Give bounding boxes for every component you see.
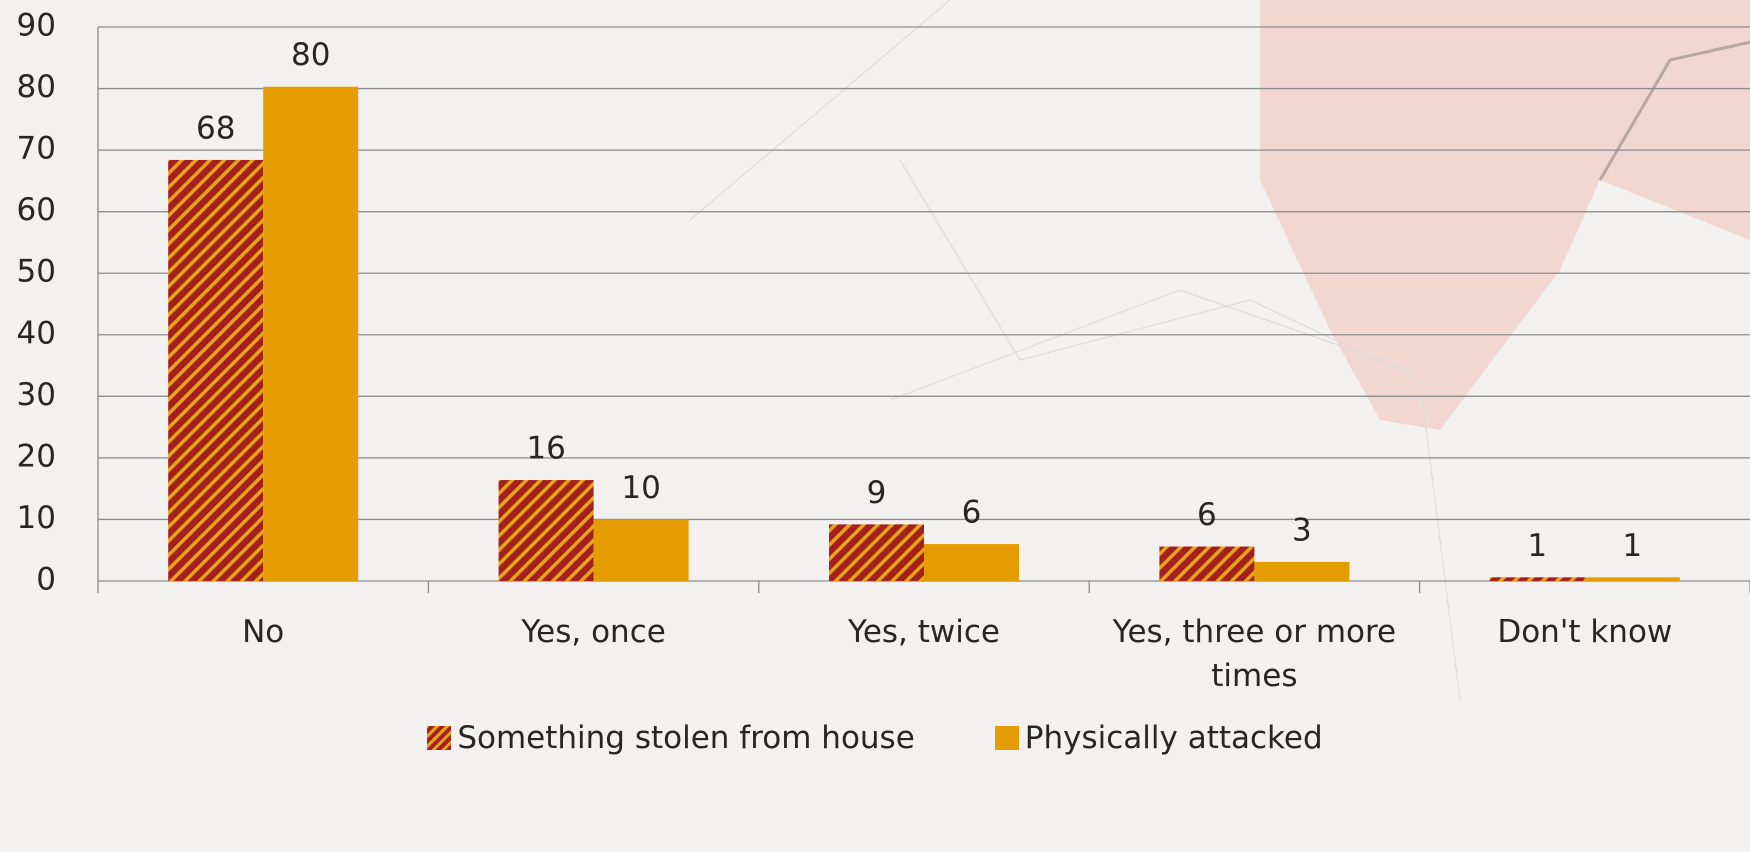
bar xyxy=(1489,577,1585,581)
y-tick-label: 0 xyxy=(36,562,56,598)
x-tick-label: Yes, three or more times xyxy=(1112,614,1397,694)
decoration xyxy=(689,0,1750,701)
x-tick-label: Yes, once xyxy=(521,614,666,650)
x-tick-label: No xyxy=(242,614,285,650)
y-tick-label: 10 xyxy=(17,500,56,536)
bar xyxy=(829,524,924,581)
legend-swatch xyxy=(427,726,452,750)
bar xyxy=(168,159,264,581)
data-label: 1 xyxy=(1527,528,1547,564)
y-tick-label: 20 xyxy=(17,438,56,474)
data-label: 6 xyxy=(962,495,982,531)
data-label: 3 xyxy=(1292,512,1312,548)
data-label: 68 xyxy=(196,110,235,146)
data-label: 6 xyxy=(1197,497,1217,533)
y-tick-label: 60 xyxy=(17,192,56,228)
x-tick-label: Yes, twice xyxy=(848,614,1000,650)
bar xyxy=(263,86,359,581)
data-label: 10 xyxy=(621,470,660,506)
bar xyxy=(1254,561,1350,581)
legend-label: Physically attacked xyxy=(1024,720,1323,756)
data-label: 80 xyxy=(291,37,330,73)
y-tick-label: 50 xyxy=(17,254,56,290)
y-tick-label: 90 xyxy=(17,8,56,44)
bar xyxy=(1159,546,1255,581)
y-tick-label: 80 xyxy=(17,69,56,105)
legend-label: Something stolen from house xyxy=(457,720,915,756)
data-label: 16 xyxy=(526,431,565,467)
data-label: 1 xyxy=(1622,528,1642,564)
bar xyxy=(924,544,1019,581)
bar xyxy=(593,519,689,581)
legend-item: Physically attacked xyxy=(994,720,1323,756)
legend-swatch xyxy=(994,726,1019,750)
y-tick-label: 30 xyxy=(17,377,56,413)
bar xyxy=(498,480,594,581)
y-tick-label: 40 xyxy=(17,315,56,351)
y-tick-label: 70 xyxy=(17,131,56,167)
bar xyxy=(1584,577,1680,581)
legend: Something stolen from house Physically at… xyxy=(0,720,1750,756)
x-tick-label: Don't know xyxy=(1497,614,1673,650)
legend-item: Something stolen from house xyxy=(427,720,915,756)
data-label: 9 xyxy=(867,475,887,511)
